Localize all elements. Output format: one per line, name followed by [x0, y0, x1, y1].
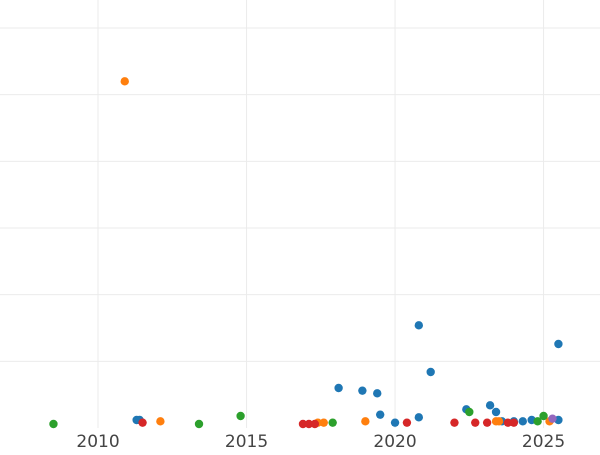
- x-tick-label: 2015: [225, 432, 268, 450]
- data-point: [319, 418, 328, 427]
- data-point: [509, 418, 519, 427]
- x-tick-label: 2010: [76, 432, 119, 450]
- x-tick-label: 2020: [373, 432, 416, 450]
- data-point: [138, 418, 147, 427]
- data-point: [328, 418, 337, 427]
- data-point: [194, 419, 204, 429]
- data-point: [482, 418, 492, 427]
- data-point: [414, 321, 424, 330]
- data-point: [361, 417, 370, 426]
- data-point: [554, 339, 563, 349]
- data-point: [358, 386, 367, 395]
- data-point: [390, 418, 400, 427]
- data-point: [120, 77, 129, 86]
- data-point: [236, 411, 245, 421]
- data-point: [485, 401, 495, 410]
- data-point: [503, 418, 513, 427]
- data-point: [518, 417, 527, 426]
- data-point: [414, 413, 424, 422]
- grid-layer: [0, 0, 600, 428]
- data-point: [494, 417, 504, 426]
- data-point: [548, 414, 557, 423]
- data-point: [49, 419, 58, 429]
- data-point: [334, 383, 343, 393]
- data-point: [298, 419, 308, 429]
- data-point: [539, 411, 548, 421]
- points-layer: [49, 77, 563, 429]
- data-point: [402, 418, 412, 427]
- data-point: [310, 419, 320, 429]
- x-axis-ticks: 2010 2015 2020 2025: [76, 432, 565, 452]
- data-point: [156, 417, 165, 426]
- data-point: [465, 407, 474, 417]
- data-point: [304, 419, 314, 429]
- x-tick-label: 2025: [522, 432, 565, 450]
- data-point: [491, 407, 501, 417]
- data-point: [450, 418, 459, 427]
- data-point: [426, 367, 435, 377]
- data-point: [373, 389, 382, 398]
- data-point: [533, 417, 542, 426]
- data-point: [471, 418, 480, 427]
- data-point: [375, 410, 385, 419]
